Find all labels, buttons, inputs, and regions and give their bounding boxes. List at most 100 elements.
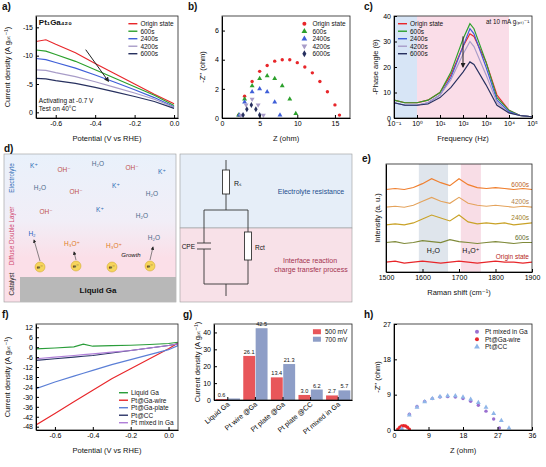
- legend-swatch: [302, 50, 306, 57]
- tick-mark: [335, 115, 336, 118]
- region: [419, 164, 448, 272]
- tick-mark: [222, 118, 225, 119]
- y-axis: 010203040: [203, 325, 217, 404]
- legend-item: 2400s: [301, 35, 330, 42]
- legend-swatch: [313, 337, 321, 342]
- legend-item: 600s: [301, 28, 327, 35]
- tick: 18: [383, 356, 397, 363]
- axis-line: [394, 325, 395, 431]
- tick: -24: [23, 384, 39, 391]
- arrow: [74, 252, 76, 260]
- series-line: [386, 179, 532, 190]
- panel-letter: e): [362, 153, 371, 164]
- tick-label: 27: [494, 432, 502, 439]
- axis-title: Z (ohm): [450, 446, 477, 455]
- legend-item: 6000s: [128, 50, 158, 57]
- electron-label: e⁻: [73, 263, 80, 269]
- legend-swatch: [301, 45, 307, 50]
- circuit-wire: [226, 160, 227, 170]
- tick-mark: [394, 67, 397, 68]
- legend-swatch: [128, 31, 137, 32]
- annotation: Pt₁Ga₄₂₀: [39, 18, 72, 27]
- tick-mark: [463, 427, 464, 430]
- plot-frame: [214, 324, 352, 400]
- tick: -6: [27, 354, 39, 361]
- tick-label: 30: [383, 38, 391, 45]
- legend-swatch: [128, 38, 137, 39]
- tick-mark: [36, 387, 39, 388]
- tick-label: 12: [25, 324, 33, 331]
- axis-title: Raman shift (cm⁻¹): [427, 288, 491, 297]
- circuit-wire: [204, 210, 248, 211]
- y-axis: 0246: [215, 17, 225, 122]
- point: [250, 98, 255, 102]
- point: [498, 426, 501, 429]
- legend: 500 mV700 mV: [313, 328, 348, 343]
- x-axis: 051015: [221, 115, 351, 127]
- point: [280, 83, 285, 87]
- point: [287, 96, 292, 100]
- tick-label: Pt mixed in Ga: [302, 400, 342, 435]
- data-label: 3.0: [301, 388, 309, 394]
- series-line: [394, 62, 532, 117]
- tick-mark: [56, 115, 57, 118]
- point: [265, 73, 270, 77]
- tick-label: 10¹: [435, 120, 446, 127]
- tick-label: 36: [529, 432, 537, 439]
- axis-title: Current density (A gₚₜ⁻¹): [193, 321, 202, 402]
- tick-label: 1800: [488, 274, 504, 281]
- legend-item: 4200s: [128, 43, 158, 50]
- series-line: [386, 197, 532, 207]
- point: [250, 89, 255, 93]
- tick-mark: [310, 397, 311, 400]
- legend-item: Pt mixed in Ga: [475, 328, 528, 335]
- tick: 10¹: [435, 115, 446, 127]
- species: K⁺: [112, 182, 120, 189]
- tick-label: 10: [203, 380, 211, 387]
- point: [254, 106, 257, 112]
- arrow: [34, 240, 40, 261]
- series-line: [394, 24, 532, 117]
- legend-label: 2400s: [140, 35, 158, 42]
- legend-item: 6000s: [302, 50, 330, 57]
- tick: 1600: [415, 269, 431, 281]
- tick: 0: [29, 344, 39, 351]
- point: [507, 425, 512, 429]
- tick-mark: [227, 397, 228, 400]
- tick-label: 0: [221, 120, 225, 127]
- tick-label: -10: [23, 52, 33, 59]
- series-line: [36, 40, 174, 104]
- tick-mark: [214, 349, 217, 350]
- series-line: [394, 34, 532, 117]
- tick-label: 0: [393, 432, 397, 439]
- tick: -15: [23, 24, 39, 31]
- tick-label: 15: [332, 120, 340, 127]
- tick-mark: [36, 347, 39, 348]
- tick-mark: [417, 115, 418, 118]
- tick-mark: [255, 397, 256, 400]
- tick-label: 10⁵: [527, 120, 538, 127]
- electron-label: e⁻: [109, 264, 116, 270]
- tick: 10: [203, 380, 217, 387]
- point: [407, 412, 412, 416]
- tick-label: 2: [215, 86, 219, 93]
- species: H₂O: [146, 190, 158, 197]
- circuit-label: Rct: [255, 244, 265, 251]
- tick-label: 10: [294, 120, 302, 127]
- data-label: 2.7: [328, 388, 336, 394]
- legend-swatch: [302, 22, 306, 26]
- axis-title: Current density (A gₚₜ⁻¹): [3, 26, 12, 107]
- legend-swatch: [474, 343, 480, 348]
- axis-line: [214, 325, 215, 401]
- tick: 1900: [525, 269, 541, 281]
- point: [333, 103, 336, 106]
- legend-swatch: [398, 38, 407, 39]
- tick-mark: [36, 417, 39, 418]
- series-line: [36, 78, 174, 108]
- tick-label: 10²: [458, 120, 469, 127]
- data-label: 5.7: [341, 383, 349, 389]
- tick-label: 4: [215, 56, 219, 63]
- tick-mark: [36, 367, 39, 368]
- tick: 2: [215, 86, 225, 93]
- legend: Origin state600s2400s4200s6000s: [128, 20, 174, 57]
